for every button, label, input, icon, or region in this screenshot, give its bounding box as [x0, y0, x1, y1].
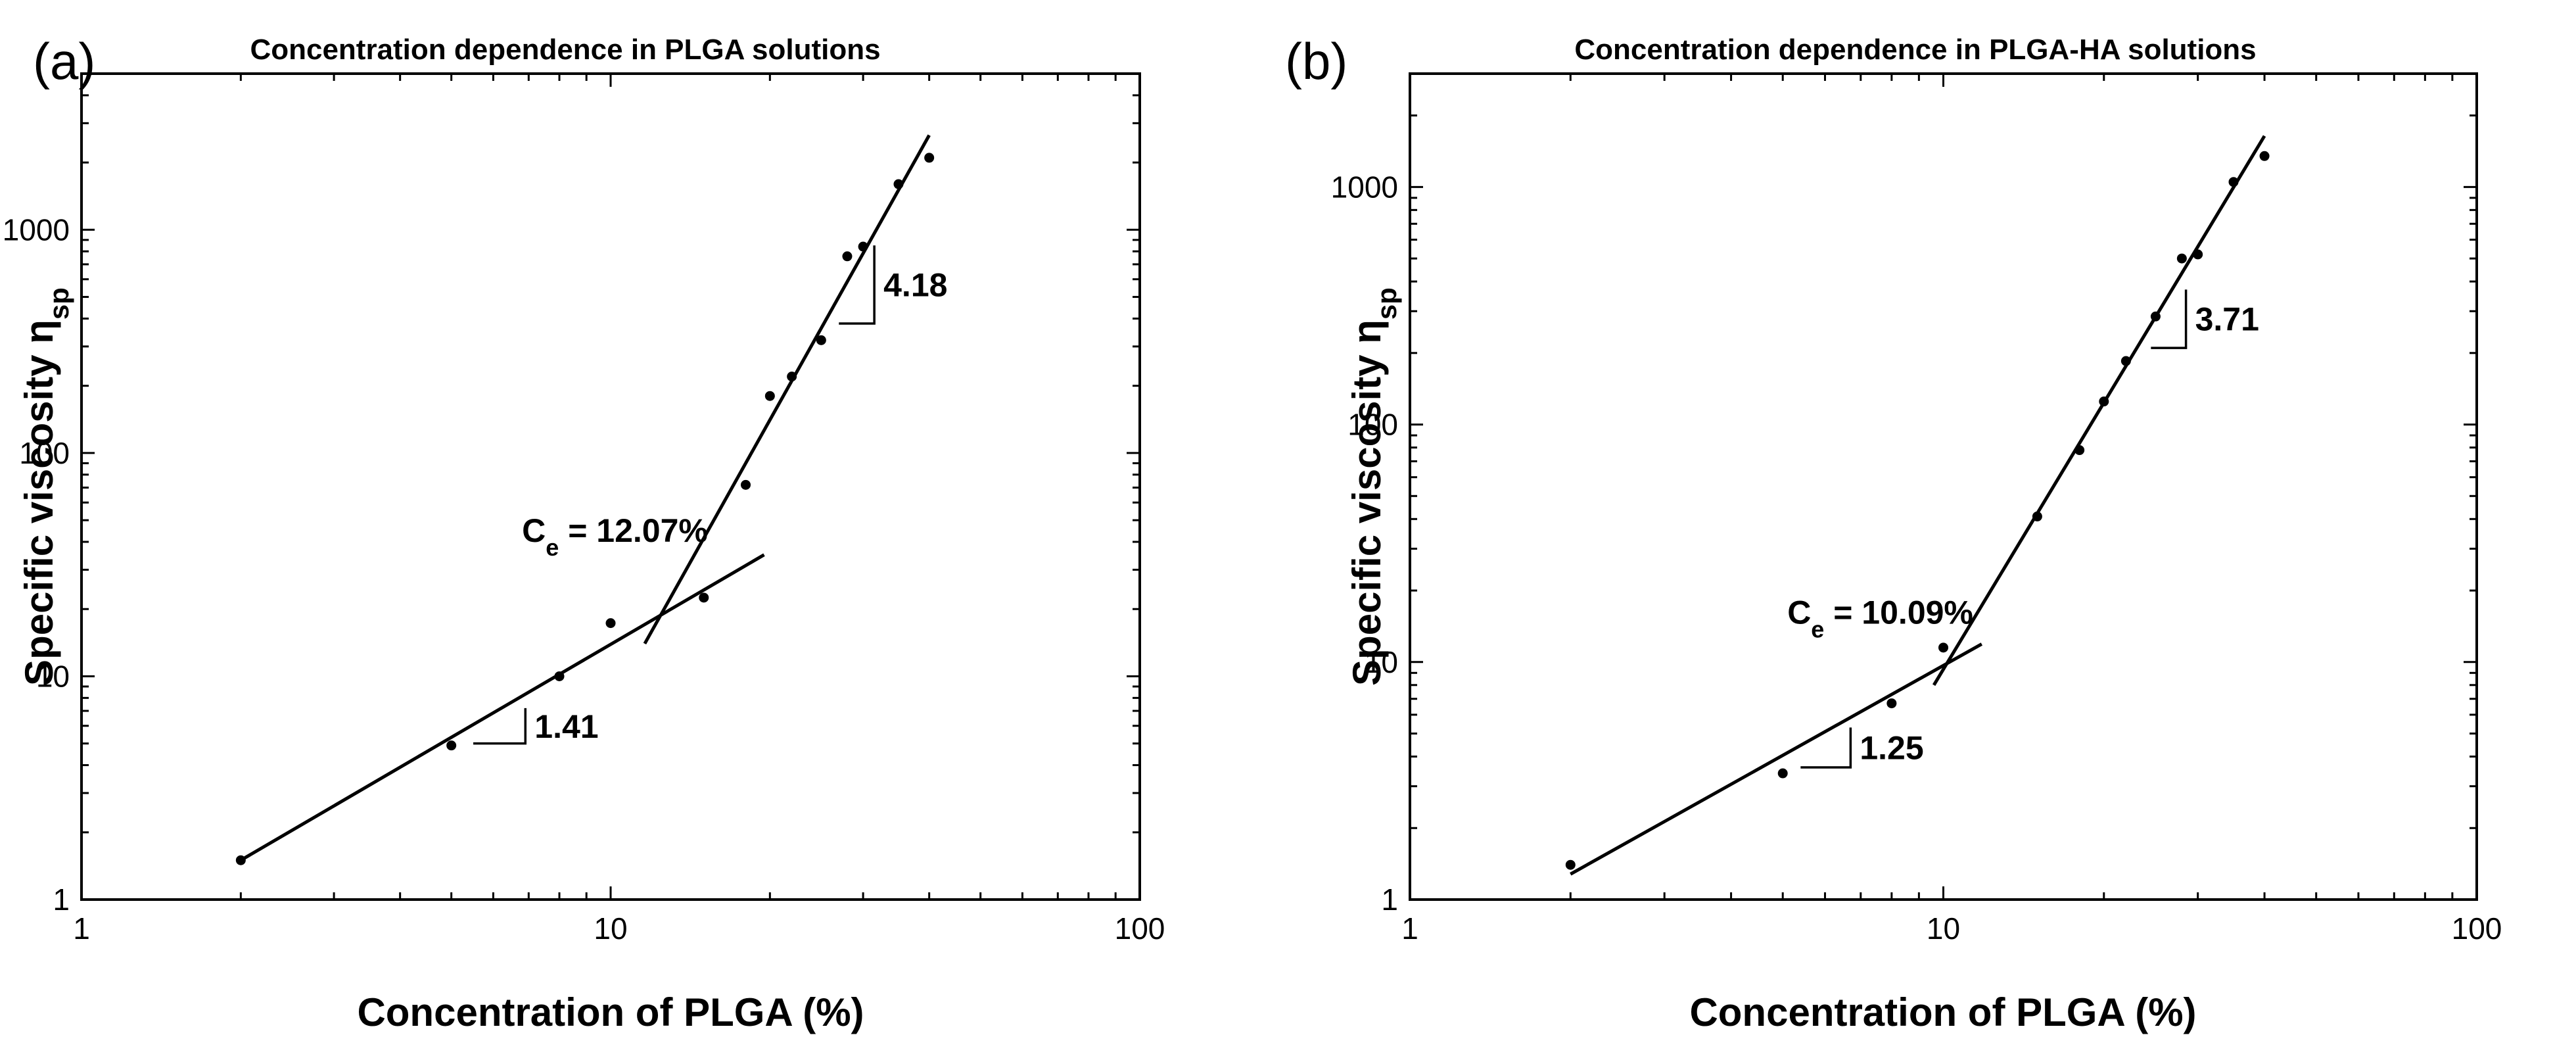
x-axis-label: Concentration of PLGA (%)	[357, 990, 864, 1034]
slope-triangle	[473, 708, 527, 745]
plot-frame	[80, 72, 1141, 901]
data-point	[2193, 249, 2203, 260]
x-tick-label: 10	[594, 911, 627, 946]
y-tick-label: 100	[19, 436, 70, 470]
data-point	[924, 153, 935, 163]
ce-annotation: Ce = 10.09%	[1787, 594, 1973, 642]
data-point	[446, 740, 457, 751]
x-tick-label: 1	[1401, 911, 1418, 946]
slope-label: 1.25	[1860, 730, 1923, 767]
data-point	[235, 855, 246, 865]
slope-label: 1.41	[534, 708, 598, 745]
y-axis-label-subscript: sp	[1371, 287, 1402, 320]
slope-triangle	[1800, 727, 1852, 769]
data-point	[2099, 397, 2109, 407]
data-point	[842, 251, 853, 262]
y-axis-label-subscript: sp	[43, 287, 74, 320]
panel-label: (a)	[33, 32, 95, 90]
data-point	[554, 671, 565, 681]
data-point	[2176, 253, 2187, 264]
plot-area: 1 10 100 1 10 100 1000 1.25 3.71 Ce = 10.09%	[1331, 72, 2502, 946]
y-tick-label: 10	[36, 659, 70, 693]
y-axis-label: Specific viscosity ηsp	[1345, 287, 1402, 686]
y-tick-label: 100	[1347, 408, 1398, 442]
data-point	[2259, 151, 2270, 161]
data-point	[1777, 768, 1788, 779]
plot-frame	[1409, 72, 2478, 901]
y-axis-label-main: Specific viscosity η	[1345, 320, 1389, 686]
y-axis-label-main: Specific viscosity η	[17, 320, 61, 686]
slope-label: 3.71	[2195, 301, 2259, 338]
data-point	[1886, 698, 1897, 709]
y-tick-label: 10	[1365, 645, 1398, 679]
chart-title: Concentration dependence in PLGA solutio…	[250, 34, 880, 66]
data-point	[2228, 177, 2239, 187]
x-tick-label: 100	[2452, 911, 2502, 946]
panel-b: (b) Concentration dependence in PLGA-HA …	[1285, 32, 2502, 1034]
slope-triangle	[839, 245, 876, 325]
fit-line	[1932, 135, 2266, 687]
data-point	[1565, 859, 1576, 870]
x-axis-label: Concentration of PLGA (%)	[1689, 990, 2196, 1034]
x-tick-label: 100	[1115, 911, 1165, 946]
data-point	[699, 592, 709, 603]
data-point	[2120, 356, 2131, 366]
y-tick-label: 1000	[1331, 170, 1398, 204]
plot-area: 1 10 100 1 10 100 1000 1.41 4.18 Ce = 12.07%	[3, 72, 1165, 946]
data-point	[816, 335, 826, 345]
y-axis-label: Specific viscosity ηsp	[17, 287, 74, 686]
data-point	[740, 479, 751, 490]
data-point	[2150, 311, 2161, 322]
y-tick-label: 1000	[3, 212, 70, 247]
data-point	[1938, 642, 1948, 653]
x-tick-label: 10	[1927, 911, 1960, 946]
slope-triangle	[2151, 289, 2188, 349]
slope-label: 4.18	[883, 267, 947, 304]
fit-line	[643, 134, 931, 645]
data-point	[893, 179, 904, 189]
x-tick-label: 1	[73, 911, 90, 946]
panel-label: (b)	[1285, 32, 1347, 90]
data-point	[605, 618, 616, 629]
data-point	[858, 241, 868, 252]
y-tick-label: 1	[1381, 882, 1398, 917]
ce-annotation: Ce = 12.07%	[522, 512, 708, 561]
panel-a: (a) Concentration dependence in PLGA sol…	[3, 32, 1165, 1034]
fit-line	[1570, 642, 1983, 876]
fit-line	[240, 553, 765, 862]
data-point	[2074, 445, 2085, 456]
data-point	[787, 372, 797, 382]
chart-title: Concentration dependence in PLGA-HA solu…	[1574, 34, 2256, 66]
data-point	[764, 391, 775, 401]
data-point	[2032, 511, 2042, 521]
y-tick-label: 1	[53, 882, 70, 917]
